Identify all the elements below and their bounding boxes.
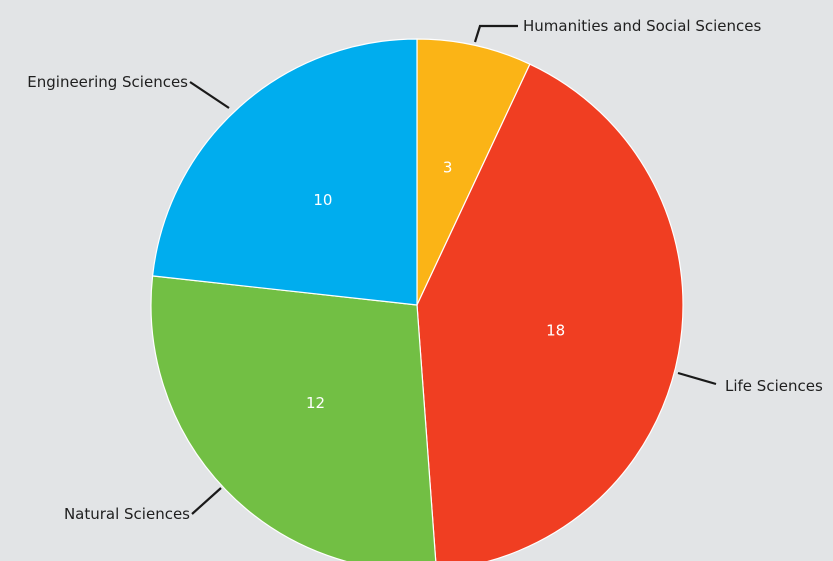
leader-line-life-sciences bbox=[677, 371, 717, 386]
category-label-natural-sciences: Natural Sciences bbox=[64, 505, 190, 523]
slice-value-humanities-and-social-sciences: 3 bbox=[443, 158, 453, 176]
category-labels: Humanities and Social Sciences Life Scien… bbox=[27, 17, 823, 523]
pie-slices bbox=[150, 38, 684, 561]
category-label-engineering-sciences: Engineering Sciences bbox=[27, 73, 188, 91]
leader-line-humanities-and-social-sciences bbox=[473, 24, 518, 43]
category-label-humanities-and-social-sciences: Humanities and Social Sciences bbox=[523, 17, 762, 35]
pie-slice-humanities-and-social-sciences bbox=[416, 38, 531, 306]
leader-line-natural-sciences bbox=[191, 487, 222, 515]
leader-line-engineering-sciences bbox=[189, 81, 230, 109]
slice-value-labels: 3 18 12 10 bbox=[306, 158, 565, 411]
pie-slice-life-sciences bbox=[416, 63, 684, 561]
slice-value-natural-sciences: 12 bbox=[306, 394, 325, 412]
slice-value-life-sciences: 18 bbox=[546, 322, 565, 340]
leader-lines bbox=[189, 24, 717, 515]
slice-value-engineering-sciences: 10 bbox=[313, 191, 332, 209]
pie-slice-engineering-sciences bbox=[151, 38, 418, 306]
category-label-life-sciences: Life Sciences bbox=[725, 377, 823, 395]
pie-slice-natural-sciences bbox=[150, 275, 437, 561]
